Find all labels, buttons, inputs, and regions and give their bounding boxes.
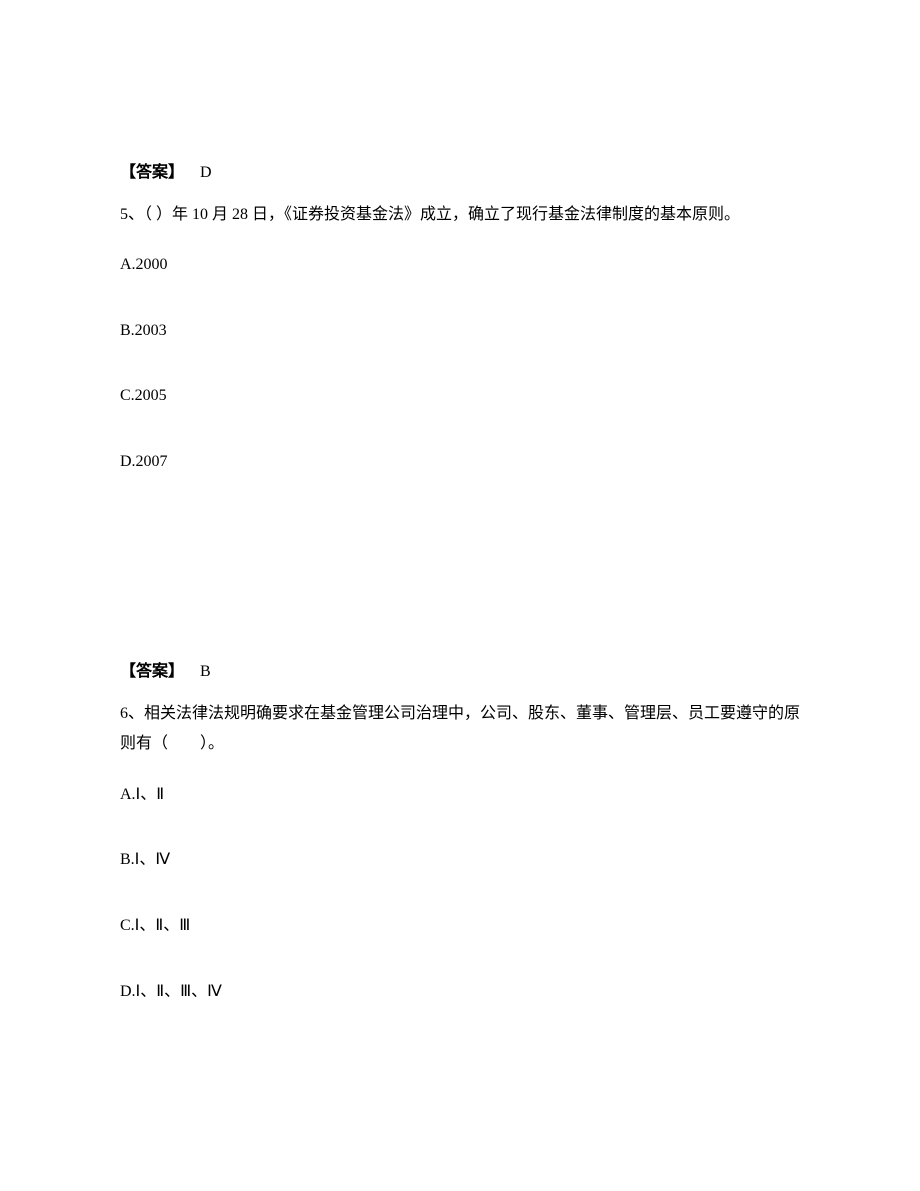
question-5-option-c: C.2005 [120, 383, 800, 409]
answer-block-prev: 【答案】 D [120, 160, 800, 186]
question-5-stem: 5、（ ）年 10 月 28 日，《证券投资基金法》成立，确立了现行基金法律制度… [120, 200, 800, 230]
answer-value: B [200, 663, 211, 680]
question-5-option-a: A.2000 [120, 252, 800, 278]
question-6-option-d: D.Ⅰ、Ⅱ、Ⅲ、Ⅳ [120, 979, 800, 1005]
question-6-option-b: B.Ⅰ、Ⅳ [120, 847, 800, 873]
document-page: 【答案】 D 5、（ ）年 10 月 28 日，《证券投资基金法》成立，确立了现… [0, 0, 920, 1004]
answer-value: D [200, 164, 212, 181]
question-5-option-d: D.2007 [120, 449, 800, 475]
question-6-stem: 6、相关法律法规明确要求在基金管理公司治理中，公司、股东、董事、管理层、员工要遵… [120, 699, 800, 760]
question-6-option-a: A.Ⅰ、Ⅱ [120, 782, 800, 808]
answer-label: 【答案】 [120, 164, 184, 181]
answer-label: 【答案】 [120, 663, 184, 680]
question-5-option-b: B.2003 [120, 318, 800, 344]
question-6-option-c: C.Ⅰ、Ⅱ、Ⅲ [120, 913, 800, 939]
spacer [120, 514, 800, 659]
answer-block-q5: 【答案】 B [120, 659, 800, 685]
